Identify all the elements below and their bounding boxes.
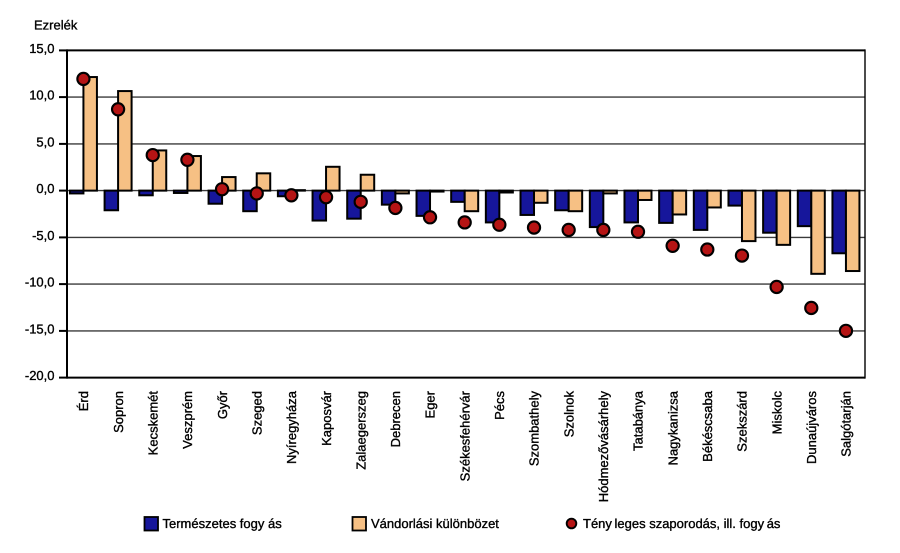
svg-text:Miskolc: Miskolc (769, 391, 784, 435)
svg-text:-10,0: -10,0 (25, 275, 55, 290)
svg-text:Kaposvár: Kaposvár (319, 390, 334, 446)
svg-text:Szombathely: Szombathely (527, 391, 542, 467)
svg-text:Nagykanizsa: Nagykanizsa (665, 390, 680, 465)
svg-text:-15,0: -15,0 (25, 321, 55, 336)
svg-text:Tény leges szaporodás, ill. fo: Tény leges szaporodás, ill. fogy ás (583, 516, 781, 531)
svg-text:Vándorlási különbözet: Vándorlási különbözet (371, 516, 499, 531)
svg-text:Eger: Eger (423, 390, 438, 418)
svg-text:Természetes fogy ás: Természetes fogy ás (163, 516, 283, 531)
svg-text:0,0: 0,0 (36, 181, 54, 196)
svg-text:-5,0: -5,0 (32, 228, 54, 243)
svg-text:Sopron: Sopron (111, 391, 126, 433)
svg-text:Zalaegerszeg: Zalaegerszeg (353, 391, 368, 470)
svg-text:Szeged: Szeged (249, 391, 264, 435)
svg-text:Ezrelék: Ezrelék (34, 18, 78, 33)
svg-text:15,0: 15,0 (29, 41, 54, 56)
svg-text:Debrecen: Debrecen (388, 391, 403, 447)
svg-text:Tatabánya: Tatabánya (631, 390, 646, 451)
svg-text:Kecskemét: Kecskemét (145, 391, 160, 456)
svg-text:Győr: Győr (215, 390, 230, 419)
svg-text:5,0: 5,0 (36, 134, 54, 149)
svg-text:Szolnok: Szolnok (561, 391, 576, 438)
svg-text:Pécs: Pécs (492, 391, 507, 420)
svg-text:Szekszárd: Szekszárd (735, 391, 750, 452)
svg-text:Hódmezővásárhely: Hódmezővásárhely (596, 391, 611, 503)
svg-text:-20,0: -20,0 (25, 368, 55, 383)
svg-text:Dunaújváros: Dunaújváros (804, 391, 819, 464)
svg-text:10,0: 10,0 (29, 88, 54, 103)
svg-text:Nyíregyháza: Nyíregyháza (284, 390, 299, 464)
svg-text:Békéscsaba: Békéscsaba (700, 390, 715, 462)
svg-text:Székesfehérvár: Székesfehérvár (457, 390, 472, 481)
svg-text:Veszprém: Veszprém (180, 391, 195, 449)
svg-text:Salgótarján: Salgótarján (839, 391, 854, 457)
svg-text:Érd: Érd (76, 391, 91, 411)
